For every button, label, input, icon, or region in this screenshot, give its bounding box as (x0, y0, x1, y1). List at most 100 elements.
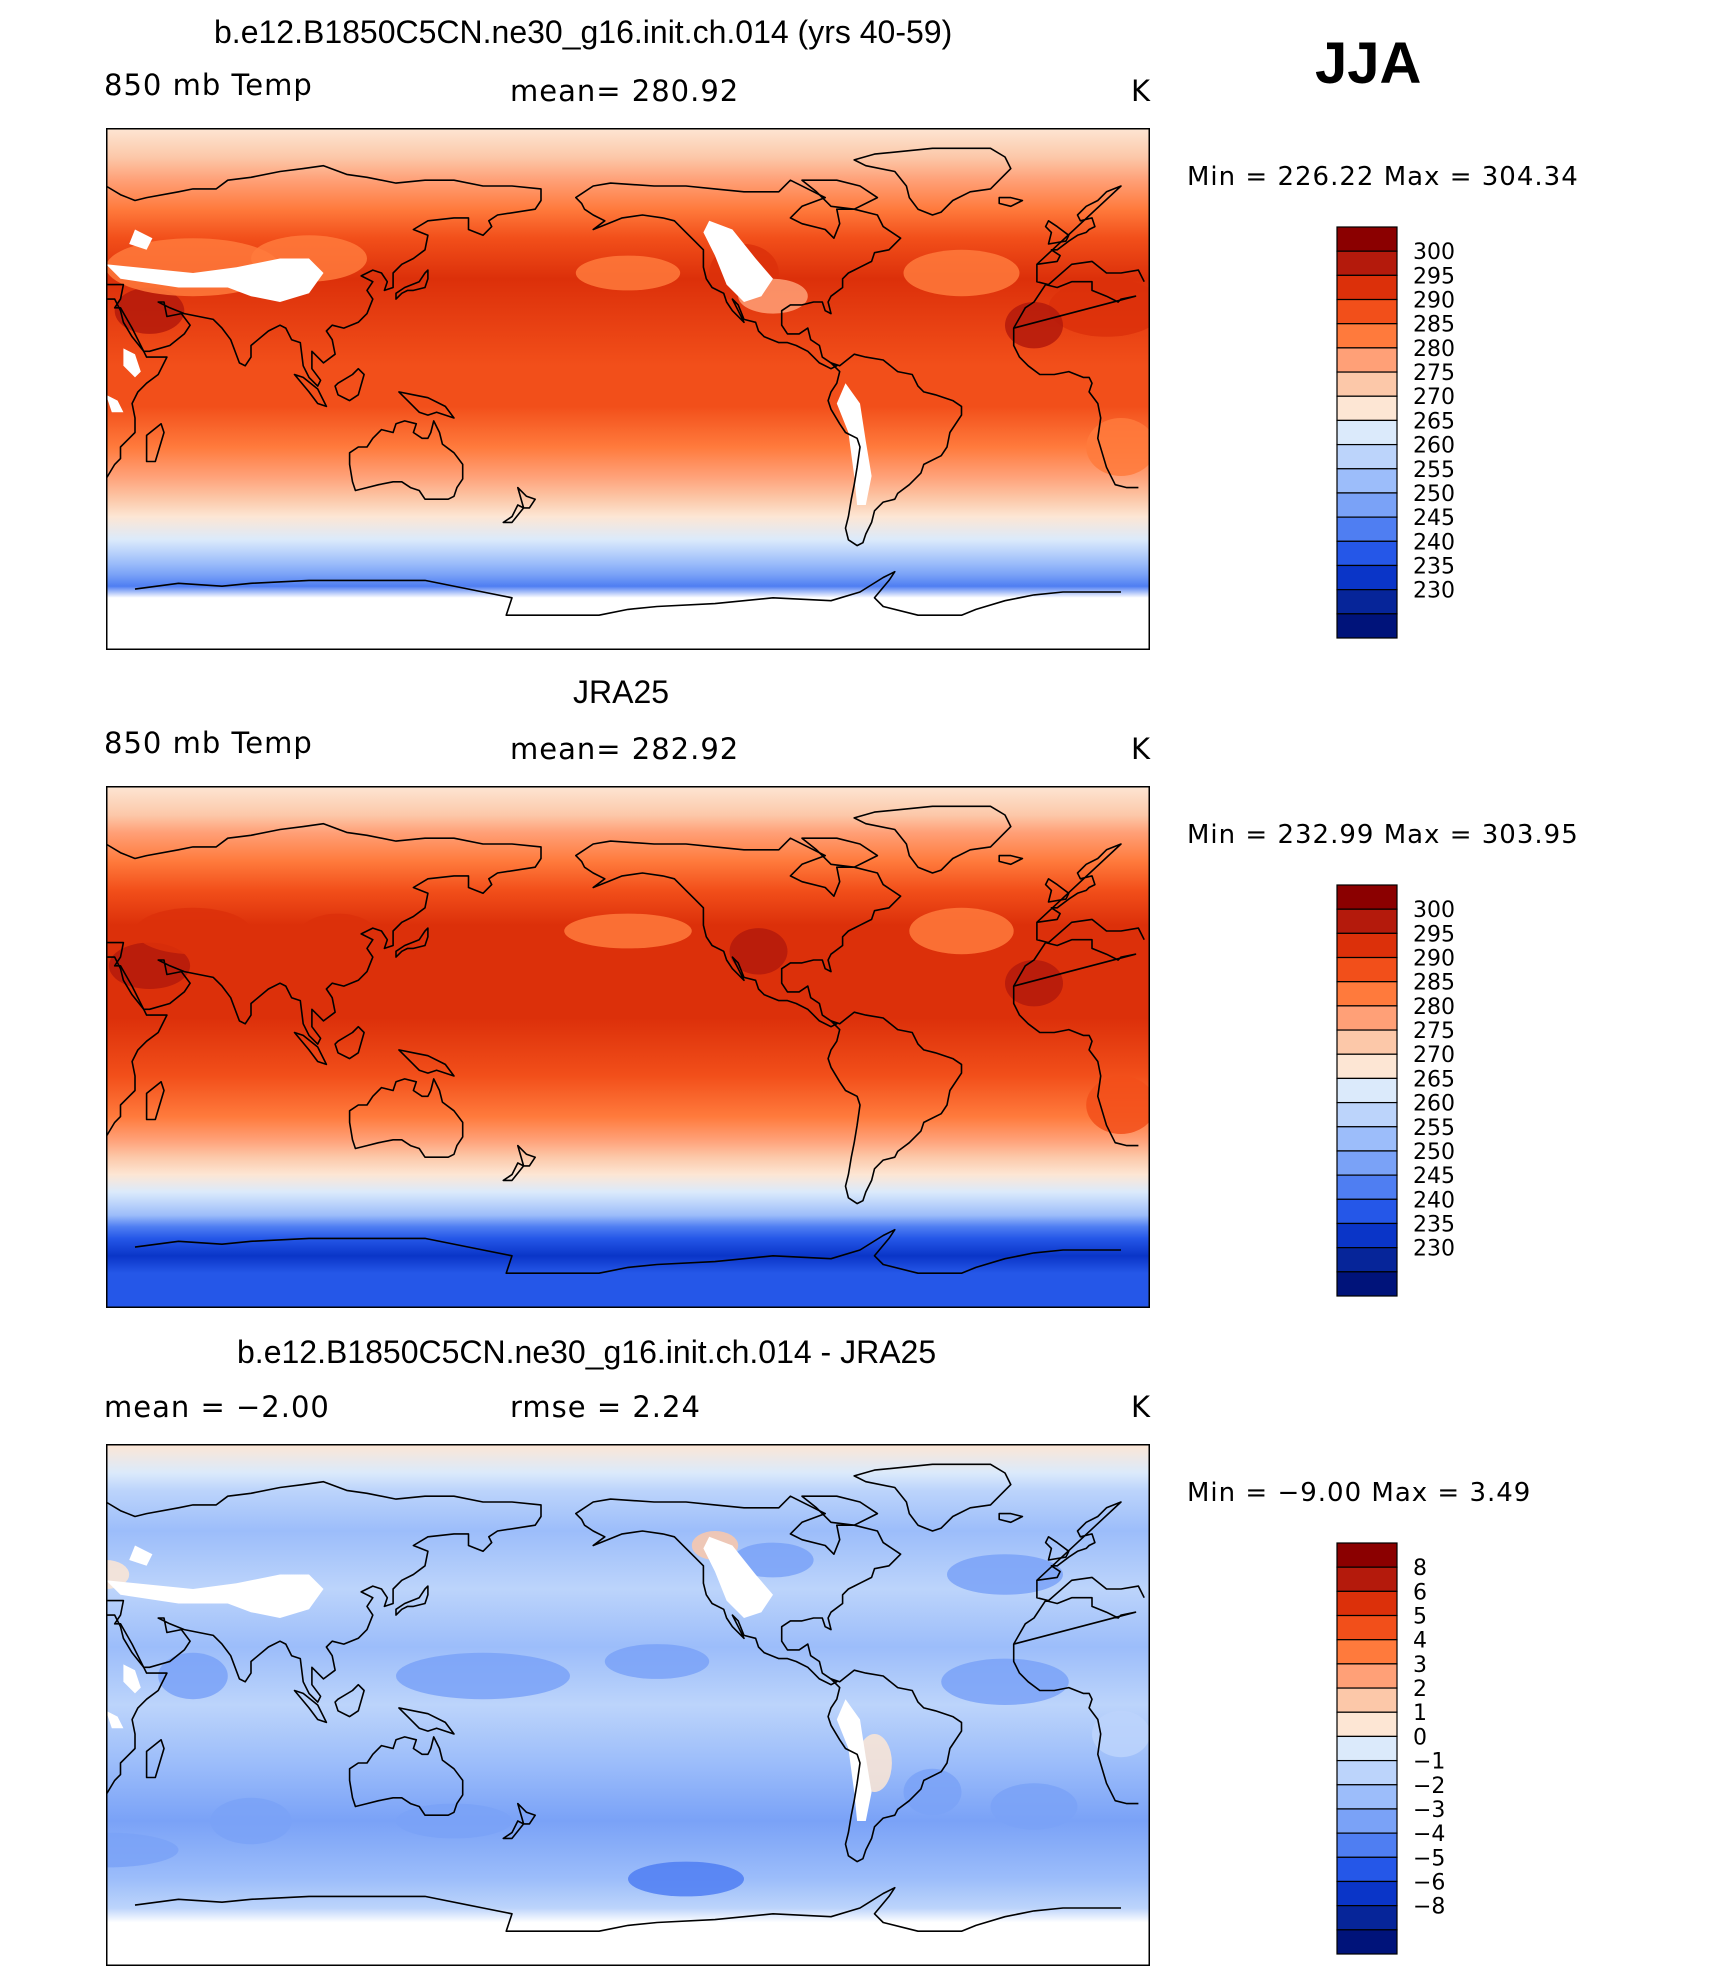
colorbar-label: 275 (1413, 1019, 1455, 1044)
colorbar-jra25: 3002952902852802752702652602552502452402… (1336, 884, 1455, 1297)
colorbar-label: 265 (1413, 1067, 1455, 1092)
panel3-mean-label: mean = −2.00 (104, 1390, 330, 1424)
colorbar-label: 275 (1413, 361, 1455, 386)
coastline-newzealand (502, 1144, 536, 1182)
colorbar-label: 1 (1413, 1701, 1427, 1726)
colorbar-box (1336, 1808, 1398, 1834)
missing-data-region (106, 1574, 324, 1618)
missing-data-region (123, 348, 141, 378)
coastline-borneo (334, 1683, 365, 1718)
colorbar-box (1336, 1880, 1398, 1907)
colorbar-label: 240 (1413, 1188, 1455, 1213)
colorbar-box (1336, 1905, 1398, 1931)
contour-region (135, 907, 251, 955)
coastline-borneo (334, 367, 365, 402)
panel2-title: JRA25 (573, 674, 670, 710)
colorbar-box (1336, 884, 1398, 910)
colorbar-box (1336, 298, 1398, 325)
contour-region (1005, 960, 1063, 1007)
map-frame (106, 128, 1150, 650)
coastline-iceland (998, 854, 1024, 866)
colorbar-label: 245 (1413, 1164, 1455, 1189)
colorbar-box (1336, 323, 1398, 349)
coastline-australia (348, 1736, 464, 1816)
coastline-southAmerica (827, 1669, 963, 1863)
colorbar-box (1336, 1005, 1398, 1031)
colorbar-box (1336, 443, 1398, 470)
coastline-baffin (801, 837, 879, 868)
colorbar-label: −2 (1413, 1774, 1445, 1799)
contour-region (1005, 302, 1063, 349)
colorbar-box (1336, 908, 1398, 934)
contour-region (990, 1783, 1078, 1830)
colorbar-box (1336, 589, 1398, 615)
coastline-newzealand (502, 486, 536, 524)
missing-data-region (129, 1545, 153, 1566)
colorbar-label: 250 (1413, 482, 1455, 507)
colorbar-label: 285 (1413, 313, 1455, 338)
coastline-borneo (334, 1025, 365, 1060)
missing-data-region (836, 383, 872, 505)
colorbar-label: 270 (1413, 1043, 1455, 1068)
map-panel-jra25 (106, 786, 1150, 1308)
contour-region (564, 913, 692, 949)
colorbar-label: 280 (1413, 337, 1455, 362)
coastline-africa (106, 938, 1139, 1147)
colorbar-label: 4 (1413, 1629, 1427, 1654)
missing-data-region (123, 1664, 141, 1694)
contour-region (1048, 278, 1150, 337)
colorbar-box (1336, 1663, 1398, 1689)
colorbar-label: 265 (1413, 409, 1455, 434)
colorbar-label: 260 (1413, 434, 1455, 459)
map-frame (106, 786, 1150, 1308)
colorbar-box (1336, 540, 1398, 567)
colorbar-label: −4 (1413, 1822, 1445, 1847)
colorbar-box (1336, 1077, 1398, 1104)
colorbar-box (1336, 1198, 1398, 1225)
colorbar-label: 295 (1413, 922, 1455, 947)
panel3-minmax: Min = −9.00 Max = 3.49 (1187, 1478, 1532, 1508)
colorbar-label: 260 (1413, 1092, 1455, 1117)
contour-region (628, 1861, 744, 1897)
contour-region (297, 913, 379, 960)
missing-data-region (106, 258, 324, 302)
colorbar-box (1336, 1639, 1398, 1665)
contour-region (729, 928, 788, 975)
colorbar-box (1336, 274, 1398, 301)
missing-data-region (836, 1699, 872, 1821)
colorbar-box (1336, 1126, 1398, 1152)
contour-region (158, 1652, 228, 1700)
colorbar-box (1336, 1174, 1398, 1200)
colorbar-box (1336, 1590, 1398, 1617)
coastline-newguinea (398, 1707, 455, 1735)
colorbar-label: 3 (1413, 1653, 1427, 1678)
panel2-mean-label: mean= 282.92 (510, 732, 740, 766)
colorbar-box (1336, 1222, 1398, 1249)
colorbar-label: 230 (1413, 579, 1455, 604)
panel2-minmax: Min = 232.99 Max = 303.95 (1187, 820, 1579, 850)
colorbar-box (1336, 1566, 1398, 1592)
colorbar-box (1336, 492, 1398, 518)
coastline-southAmerica (827, 353, 963, 547)
panel1-units-label: K (1131, 74, 1152, 108)
colorbar-box (1336, 564, 1398, 591)
colorbar-box (1336, 1150, 1398, 1176)
colorbar-label: 0 (1413, 1725, 1427, 1750)
coastline-africa (106, 1596, 1139, 1805)
field-background (106, 128, 1150, 650)
contour-region (1086, 418, 1150, 476)
map-panel-model (106, 128, 1150, 650)
contour-region (732, 1542, 814, 1578)
panel1-title: b.e12.B1850C5CN.ne30_g16.init.ch.014 (yr… (214, 14, 953, 50)
field-background (106, 786, 1150, 1308)
panel3-rmse-label: rmse = 2.24 (510, 1390, 701, 1424)
contour-region (210, 1797, 292, 1845)
colorbar-label: −5 (1413, 1846, 1445, 1871)
colorbar-box (1336, 347, 1398, 373)
coastline-antarctica (134, 570, 1121, 616)
coastline-northAmerica (575, 1495, 902, 1686)
colorbar-label: 290 (1413, 289, 1455, 314)
coastline-baffin (801, 179, 879, 210)
colorbar-box (1336, 1029, 1398, 1055)
colorbar-box (1336, 1247, 1398, 1273)
